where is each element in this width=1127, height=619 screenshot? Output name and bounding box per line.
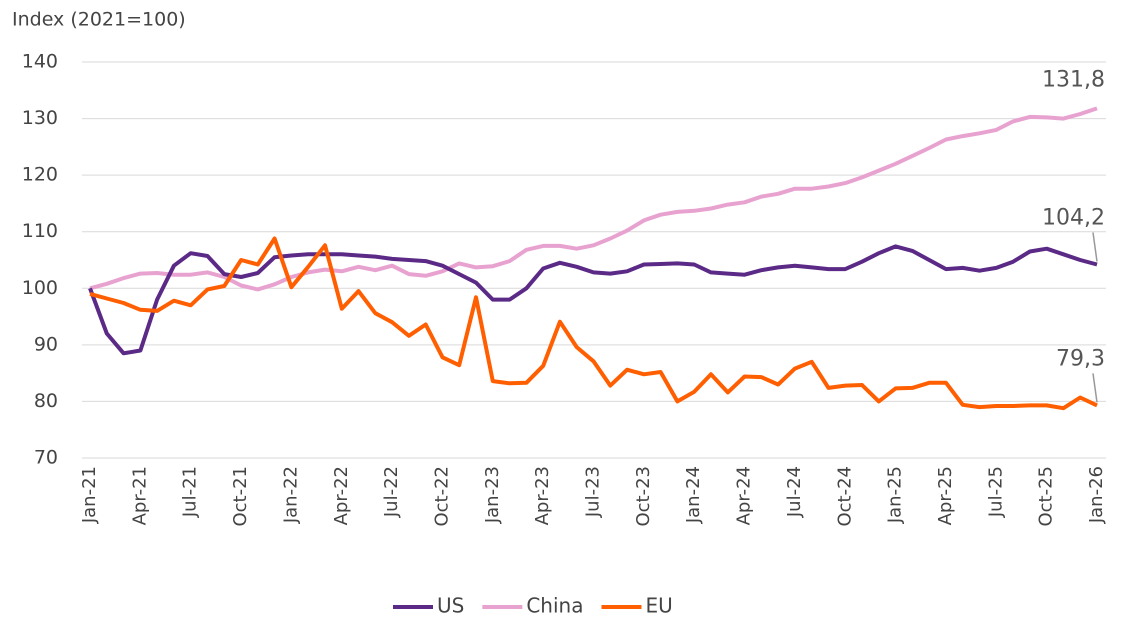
y-tick-label: 70 — [34, 447, 58, 469]
x-tick-label: Jul-22 — [381, 466, 402, 518]
x-tick-label: Apr-25 — [935, 466, 956, 525]
x-tick-label: Apr-24 — [734, 466, 755, 525]
x-tick-label: Jan-25 — [885, 466, 906, 524]
x-tick-label: Jul-23 — [583, 466, 604, 518]
x-tick-label: Apr-21 — [129, 466, 150, 525]
value-label: 131,8 — [1042, 67, 1105, 92]
x-tick-label: Oct-23 — [633, 466, 654, 527]
y-tick-label: 130 — [22, 107, 58, 129]
series-line — [88, 244, 1098, 356]
series-line — [89, 106, 1098, 292]
y-tick-label: 140 — [22, 51, 58, 73]
x-tick-label: Jul-24 — [784, 466, 805, 518]
x-tick-label: Oct-25 — [1036, 466, 1057, 527]
x-tick-label: Jan-22 — [280, 466, 301, 524]
y-tick-label: 80 — [34, 390, 58, 412]
y-tick-label: 90 — [34, 333, 58, 355]
x-tick-label: Oct-24 — [834, 466, 855, 527]
x-tick-label: Jan-23 — [482, 466, 503, 524]
y-tick-label: 110 — [22, 220, 58, 242]
x-tick-label: Oct-21 — [230, 466, 251, 527]
x-tick-label: Jan-26 — [1086, 466, 1107, 524]
legend-label: EU — [645, 594, 672, 618]
y-axis-label: Index (2021=100) — [12, 9, 186, 31]
leader-line — [1092, 373, 1098, 403]
leader-line — [1092, 232, 1098, 262]
y-tick-label: 120 — [22, 164, 58, 186]
legend-label: China — [526, 594, 583, 618]
x-tick-label: Apr-23 — [532, 466, 553, 525]
x-tick-label: Jul-21 — [180, 466, 201, 518]
series-line — [89, 236, 1098, 411]
y-tick-label: 100 — [22, 277, 58, 299]
x-tick-label: Apr-22 — [331, 466, 352, 525]
legend-label: US — [437, 594, 464, 618]
x-tick-label: Jan-21 — [79, 466, 100, 524]
x-tick-label: Oct-22 — [431, 466, 452, 527]
value-label: 79,3 — [1056, 346, 1105, 371]
x-tick-label: Jan-24 — [683, 466, 704, 524]
x-tick-label: Jul-25 — [985, 466, 1006, 518]
value-label: 104,2 — [1042, 206, 1105, 231]
